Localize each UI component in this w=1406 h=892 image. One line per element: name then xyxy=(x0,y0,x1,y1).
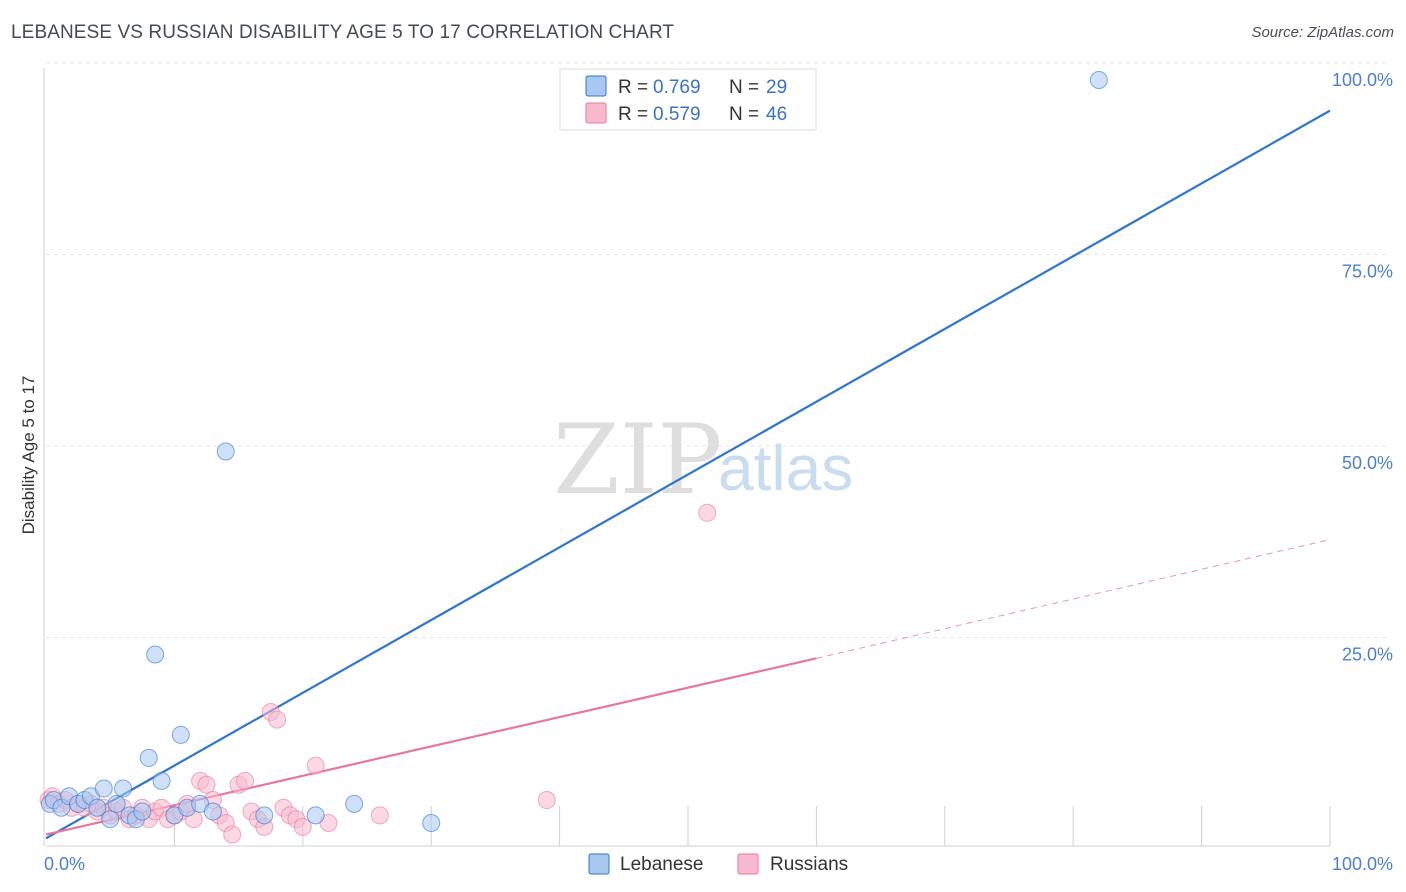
y-tick-label: 75.0% xyxy=(1342,262,1393,282)
lebanese-point xyxy=(255,806,274,825)
watermark-zip: ZIP xyxy=(553,404,722,516)
legend-n-label: N = xyxy=(729,77,759,98)
russians-point xyxy=(236,771,255,790)
lebanese-point xyxy=(133,802,152,821)
x-tick-label: 0.0% xyxy=(44,854,85,874)
lebanese-point xyxy=(306,806,325,825)
y-tick-labels: 100.0% 75.0% 50.0% 25.0% xyxy=(1332,70,1393,665)
y-tick-label: 100.0% xyxy=(1332,70,1393,90)
grid-lines xyxy=(43,62,1390,847)
russians-point xyxy=(197,775,216,794)
legend-r-value-lebanese: 0.769 xyxy=(653,77,701,98)
x-tick-labels: 0.0% 100.0% xyxy=(44,854,1393,874)
legend-n-label: N = xyxy=(729,104,759,125)
source-credit: Source: ZipAtlas.com xyxy=(1251,24,1394,41)
lebanese-point xyxy=(139,748,158,767)
watermark-atlas: atlas xyxy=(718,432,853,504)
russians-point xyxy=(537,791,556,810)
russians-point xyxy=(698,503,717,522)
lebanese-point xyxy=(101,810,120,829)
y-tick-label: 25.0% xyxy=(1342,645,1393,665)
russians-point xyxy=(370,806,389,825)
trend-lines xyxy=(45,109,1331,840)
series-legend: Lebanese Russians xyxy=(588,853,848,875)
legend-r-label: R = xyxy=(618,77,648,98)
correlation-legend: R = 0.769 N = 29 R = 0.579 N = 46 xyxy=(559,68,817,131)
data-points xyxy=(39,71,1108,844)
legend-n-value-russians: 46 xyxy=(766,104,787,125)
legend-swatch-russians xyxy=(585,102,607,124)
legend-n-value-lebanese: 29 xyxy=(766,77,787,98)
watermark: ZIP atlas xyxy=(553,404,853,516)
lebanese-point xyxy=(345,794,364,813)
lebanese-point xyxy=(171,725,190,744)
russians-trend-extension xyxy=(816,539,1331,659)
chart-title: LEBANESE VS RUSSIAN DISABILITY AGE 5 TO … xyxy=(11,22,675,43)
legend-label-russians: Russians xyxy=(770,854,848,875)
lebanese-point xyxy=(114,779,133,798)
lebanese-trend-line xyxy=(45,109,1331,840)
legend-r-label: R = xyxy=(618,104,648,125)
lebanese-point xyxy=(152,771,171,790)
lebanese-point xyxy=(94,779,113,798)
lebanese-point xyxy=(1089,71,1108,89)
lebanese-point xyxy=(422,814,441,833)
russians-trend-line xyxy=(45,657,817,836)
x-tick-label: 100.0% xyxy=(1332,854,1393,874)
russians-point xyxy=(306,756,325,775)
russians-point xyxy=(223,825,242,844)
legend-swatch-lebanese xyxy=(588,853,610,875)
lebanese-point xyxy=(88,798,107,817)
legend-label-lebanese: Lebanese xyxy=(620,854,703,875)
lebanese-point xyxy=(203,802,222,821)
russians-point xyxy=(293,817,312,836)
russians-point xyxy=(268,710,287,729)
y-tick-label: 50.0% xyxy=(1342,453,1393,473)
lebanese-point xyxy=(146,645,165,664)
legend-r-value-russians: 0.579 xyxy=(653,104,701,125)
legend-swatch-lebanese xyxy=(585,75,607,97)
lebanese-point xyxy=(107,794,126,813)
lebanese-point xyxy=(216,442,235,461)
legend-swatch-russians xyxy=(737,853,759,875)
y-axis-label: Disability Age 5 to 17 xyxy=(19,376,38,535)
